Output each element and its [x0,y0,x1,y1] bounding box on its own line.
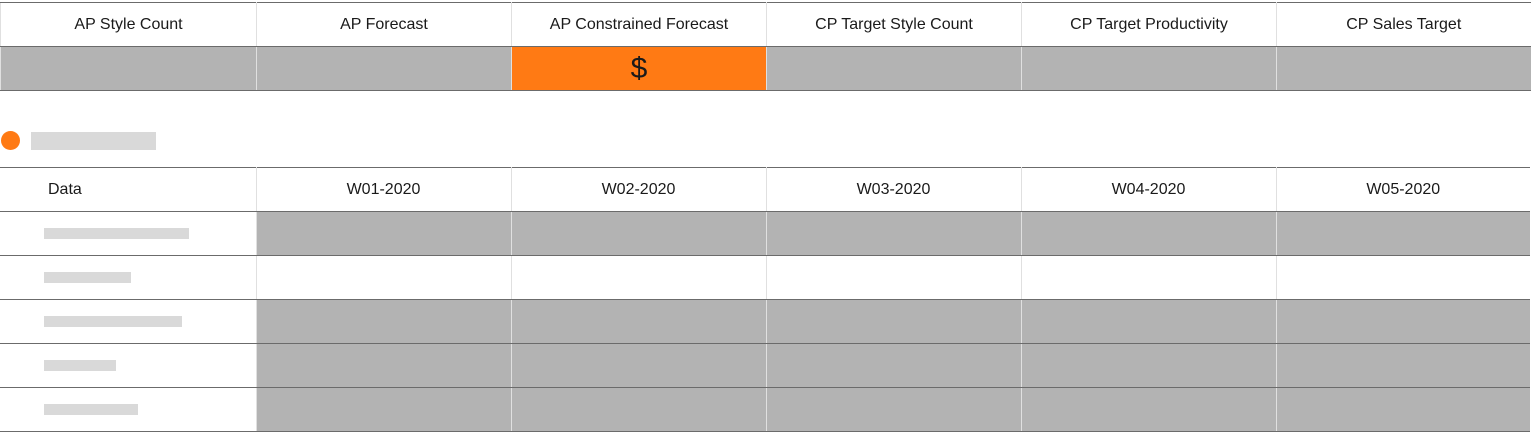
table-cell[interactable] [511,343,767,388]
dollar-icon: $ [630,51,648,85]
header-data[interactable]: Data [0,167,257,212]
summary-cell-ap-style-count[interactable] [0,46,257,91]
table-row [0,255,1530,300]
table-cell[interactable] [511,211,767,256]
section-header [0,131,200,151]
header-ap-constrained-forecast[interactable]: AP Constrained Forecast [511,2,767,47]
table-cell[interactable] [256,211,512,256]
header-ap-style-count[interactable]: AP Style Count [0,2,257,47]
weekly-header-row: Data W01-2020 W02-2020 W03-2020 W04-2020… [0,167,1530,212]
header-cp-target-productivity[interactable]: CP Target Productivity [1021,2,1277,47]
table-cell[interactable] [766,343,1022,388]
weekly-table: Data W01-2020 W02-2020 W03-2020 W04-2020… [0,167,1530,432]
row-label-placeholder [0,387,257,432]
table-cell[interactable] [1021,255,1277,300]
status-dot-icon [1,131,20,150]
table-cell[interactable] [766,255,1022,300]
row-label-placeholder [0,211,257,256]
table-cell[interactable] [1276,343,1530,388]
table-cell[interactable] [766,387,1022,432]
table-cell[interactable] [1021,387,1277,432]
table-cell[interactable] [511,255,767,300]
summary-header-row: AP Style Count AP Forecast AP Constraine… [0,2,1531,47]
table-cell[interactable] [1276,387,1530,432]
header-week-3[interactable]: W03-2020 [766,167,1022,212]
table-cell[interactable] [256,343,512,388]
table-row [0,211,1530,256]
table-cell[interactable] [256,255,512,300]
table-cell[interactable] [1021,343,1277,388]
table-cell[interactable] [1021,211,1277,256]
row-label-placeholder [0,299,257,344]
summary-cell-ap-forecast[interactable] [256,46,512,91]
table-cell[interactable] [1021,299,1277,344]
table-cell[interactable] [1276,255,1530,300]
header-week-1[interactable]: W01-2020 [256,167,512,212]
row-label-placeholder [0,255,257,300]
table-cell[interactable] [511,387,767,432]
table-cell[interactable] [256,299,512,344]
table-cell[interactable] [511,299,767,344]
row-label-placeholder [0,343,257,388]
header-week-2[interactable]: W02-2020 [511,167,767,212]
table-cell[interactable] [766,299,1022,344]
summary-cell-cp-sales-target[interactable] [1276,46,1531,91]
summary-cell-cp-target-productivity[interactable] [1021,46,1277,91]
header-week-5[interactable]: W05-2020 [1276,167,1530,212]
header-cp-target-style-count[interactable]: CP Target Style Count [766,2,1022,47]
table-row [0,299,1530,344]
table-cell[interactable] [766,211,1022,256]
header-ap-forecast[interactable]: AP Forecast [256,2,512,47]
header-cp-sales-target[interactable]: CP Sales Target [1276,2,1531,47]
summary-value-row: $ [0,46,1531,91]
table-cell[interactable] [1276,299,1530,344]
section-title-placeholder [31,132,156,150]
summary-table: AP Style Count AP Forecast AP Constraine… [0,2,1531,91]
summary-cell-ap-constrained-forecast[interactable]: $ [511,46,767,91]
summary-cell-cp-target-style-count[interactable] [766,46,1022,91]
header-week-4[interactable]: W04-2020 [1021,167,1277,212]
table-cell[interactable] [1276,211,1530,256]
table-row [0,343,1530,388]
table-row [0,387,1530,432]
table-cell[interactable] [256,387,512,432]
